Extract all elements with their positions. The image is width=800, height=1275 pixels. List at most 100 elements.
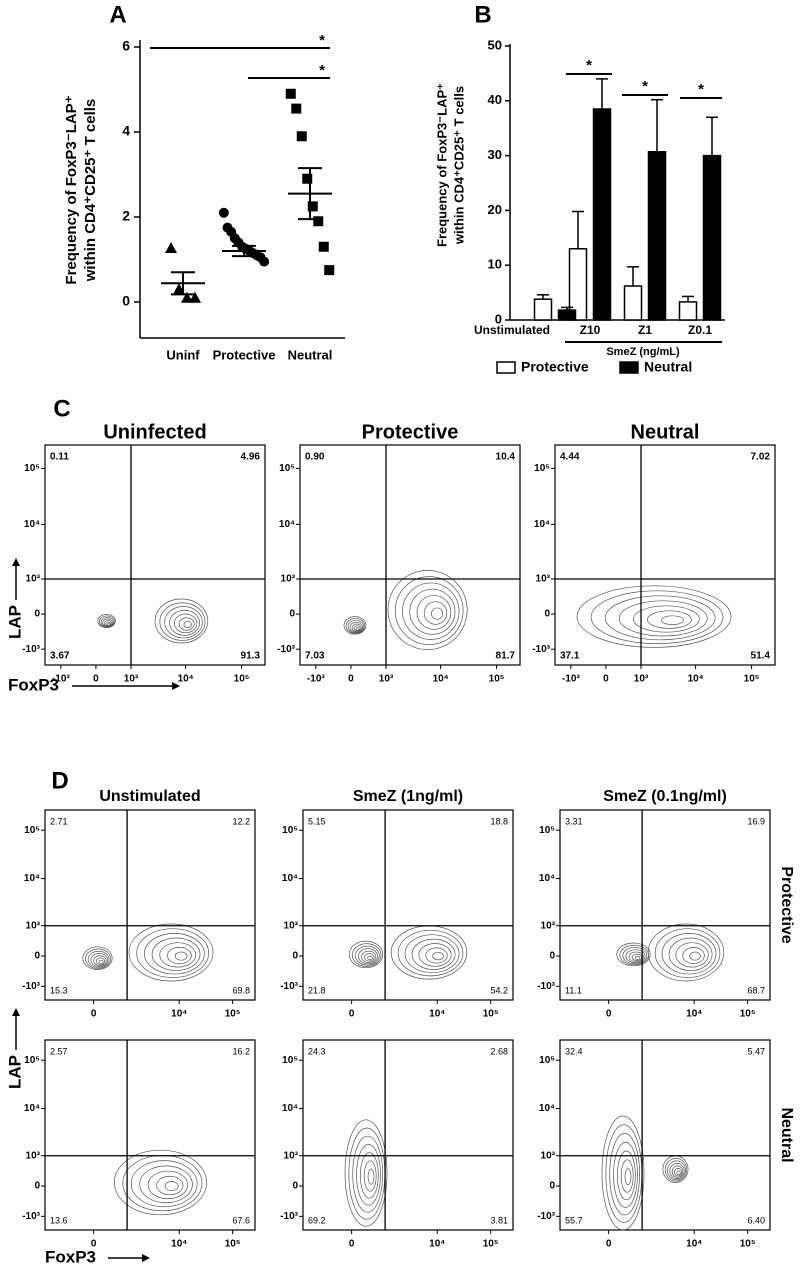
y-tick-label: 2 bbox=[122, 208, 130, 224]
y-tick-label: 10 bbox=[488, 257, 502, 272]
point bbox=[218, 207, 229, 218]
contour bbox=[390, 925, 468, 980]
significance-label: * bbox=[586, 57, 592, 74]
contour bbox=[353, 625, 361, 632]
arrow-head bbox=[172, 682, 180, 690]
quadrant-label: 67.6 bbox=[232, 1215, 250, 1225]
legend-swatch bbox=[496, 361, 516, 374]
y-tick-label: -10³ bbox=[280, 981, 298, 992]
contour bbox=[620, 1159, 634, 1193]
significance-label: * bbox=[319, 32, 325, 49]
point bbox=[324, 265, 335, 276]
x-tick-label: 10⁴ bbox=[171, 1239, 187, 1250]
y-tick-label: 30 bbox=[488, 147, 502, 162]
contour bbox=[151, 937, 201, 971]
significance-label: * bbox=[642, 78, 648, 95]
y-tick-label: 10³ bbox=[26, 920, 41, 931]
x-tick-label: 0 bbox=[606, 1239, 612, 1250]
contour bbox=[90, 953, 109, 967]
plot-frame bbox=[302, 1039, 514, 1231]
x-tick-label: 10⁴ bbox=[429, 1239, 445, 1250]
x-tick-label: 10³ bbox=[379, 674, 394, 685]
contour bbox=[128, 923, 214, 982]
contour bbox=[183, 621, 192, 629]
y-tick-label: -10³ bbox=[277, 644, 295, 655]
arrow-head bbox=[12, 1008, 20, 1016]
x-tick-label: 10⁴ bbox=[429, 1009, 445, 1020]
x-tick-label: Z10 bbox=[580, 323, 601, 337]
contour bbox=[674, 1168, 682, 1177]
legend-swatch bbox=[619, 361, 639, 374]
y-tick-label: 10⁴ bbox=[24, 1103, 40, 1114]
y-axis-label: Frequency of FoxP3⁻LAP⁺ bbox=[434, 83, 449, 247]
y-tick-label: -10³ bbox=[22, 644, 40, 655]
contour bbox=[605, 1124, 643, 1223]
contour bbox=[82, 946, 113, 970]
bar bbox=[533, 298, 553, 321]
quadrant-label: 2.57 bbox=[50, 1046, 68, 1056]
error-bar bbox=[298, 167, 322, 221]
contour bbox=[404, 934, 460, 974]
y-tick-label: 10⁵ bbox=[534, 463, 550, 474]
contour bbox=[654, 928, 721, 978]
contour bbox=[364, 953, 375, 962]
contour bbox=[676, 1170, 681, 1176]
y-tick-label: 10³ bbox=[26, 1150, 41, 1161]
quadrant-label: 15.3 bbox=[50, 985, 68, 995]
contour bbox=[619, 944, 649, 966]
plot-frame bbox=[559, 1039, 771, 1231]
contour bbox=[675, 942, 709, 968]
y-tick-label: 10³ bbox=[541, 1150, 556, 1161]
contour bbox=[682, 947, 705, 964]
x-tick-label: -10³ bbox=[562, 674, 580, 685]
bar bbox=[557, 309, 577, 321]
quadrant-label: 11.1 bbox=[565, 985, 582, 995]
arrow-head bbox=[12, 558, 20, 566]
y-tick-label: 10³ bbox=[536, 574, 551, 585]
y-axis-label: within CD4⁺CD25⁺ T cells bbox=[451, 86, 466, 245]
contour bbox=[669, 1163, 685, 1179]
plot-frame bbox=[44, 1039, 256, 1231]
y-tick-label: 10⁴ bbox=[24, 519, 40, 530]
y-tick-label: -10³ bbox=[22, 1211, 40, 1222]
contour bbox=[173, 613, 198, 634]
y-tick-label: -10³ bbox=[532, 644, 550, 655]
contour bbox=[387, 570, 468, 650]
point bbox=[302, 173, 313, 184]
quadrant-label: 24.3 bbox=[308, 1046, 326, 1056]
quadrant-label: 2.68 bbox=[490, 1046, 508, 1056]
contour bbox=[358, 948, 378, 965]
x-tick-label: Z0.1 bbox=[688, 323, 712, 337]
quadrant-label: 32.4 bbox=[565, 1046, 583, 1056]
x-tick-label: 10⁵ bbox=[483, 1239, 499, 1250]
y-tick-label: 50 bbox=[488, 37, 502, 52]
y-tick-label: -10³ bbox=[280, 1211, 298, 1222]
x-tick-label: 10⁵ bbox=[225, 1239, 241, 1250]
contour bbox=[349, 621, 363, 633]
quadrant-label: 55.7 bbox=[565, 1215, 583, 1225]
contour bbox=[159, 602, 206, 641]
x-tick-label: Z1 bbox=[638, 323, 652, 337]
contour bbox=[354, 945, 380, 966]
quadrant-label: 16.2 bbox=[232, 1046, 250, 1056]
y-tick-label: 10⁵ bbox=[24, 825, 40, 836]
quadrant-label: 18.8 bbox=[490, 816, 508, 826]
x-tick-label: 10⁵ bbox=[483, 1009, 499, 1020]
quadrant-label: 0.90 bbox=[305, 452, 325, 463]
contour bbox=[625, 949, 646, 964]
bar bbox=[568, 248, 588, 321]
contour bbox=[351, 943, 382, 967]
contour bbox=[98, 959, 104, 964]
error-bar bbox=[232, 244, 256, 258]
quadrant-label: 12.2 bbox=[232, 816, 250, 826]
contour bbox=[411, 938, 456, 970]
contour bbox=[363, 1160, 377, 1192]
y-tick-label: 4 bbox=[122, 123, 130, 139]
y-tick-label: 0 bbox=[549, 1181, 555, 1192]
y-tick-label: 40 bbox=[488, 92, 502, 107]
panel-label: C bbox=[53, 395, 70, 422]
point bbox=[259, 256, 270, 267]
plot-frame bbox=[44, 444, 266, 666]
plot-frame bbox=[554, 444, 776, 666]
